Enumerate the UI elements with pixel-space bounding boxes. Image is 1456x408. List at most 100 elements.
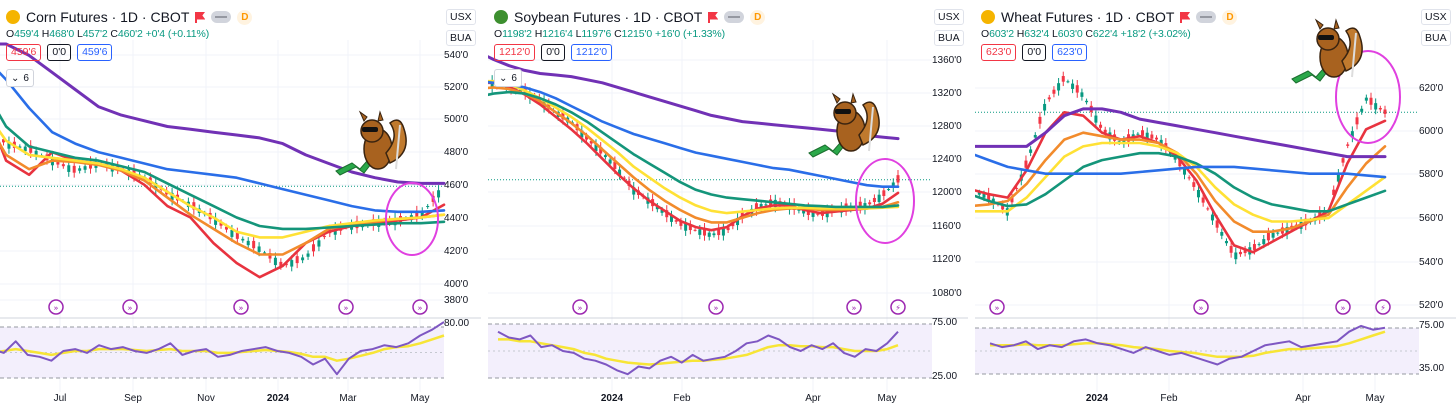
candle-body [1383,109,1387,114]
currency-unit[interactable]: USX [446,9,476,25]
wheat-chart-panel[interactable]: 620'0 600'0 580'0 560'0 540'0 520'0 » » » ⚡ 75.00 3… [975,0,1456,408]
candle-body [717,228,721,236]
candle-body [1364,97,1368,101]
candle-body [982,194,986,198]
candle-body [660,209,664,213]
ema-green-line [0,113,446,231]
spread-value: 0'0 [47,43,72,61]
candle-body [29,145,33,153]
candle-body [887,189,891,191]
candle-body [1257,244,1261,246]
candle-body [1150,134,1154,139]
rsi-axis-label: 80.00 [444,318,469,329]
exchange-unit[interactable]: BUA [1421,30,1451,46]
arrow-glyph-icon: » [578,304,583,313]
x-tick-label: Mar [339,393,357,404]
candle-body [1210,214,1214,221]
wheat-chart-svg[interactable]: 620'0 600'0 580'0 560'0 540'0 520'0 » » » ⚡ 75.00 3… [975,0,1456,408]
y-tick-label: 380'0 [444,295,469,306]
sell-button[interactable]: 623'0 [981,43,1017,61]
indicators-toggle[interactable]: ⌄ 6 [494,69,522,87]
arrow-glyph-icon: » [1341,304,1346,313]
y-tick-label: 600'0 [1419,126,1444,137]
corn-chart-panel[interactable]: 540'0 520'0 500'0 480'0 460'0 440'0 420'0 400'0… [0,0,481,408]
candle-body [1066,81,1070,83]
candle-body [1271,232,1275,238]
chart-title[interactable]: Corn Futures · 1D · CBOT [26,9,190,25]
spread-value: 0'0 [1022,43,1047,61]
ema-orange-line [975,131,1387,233]
x-tick-label: Feb [673,393,691,404]
delayed-badge: D [1222,9,1238,25]
candle-body [1229,246,1233,253]
corn-chart-svg[interactable]: 540'0 520'0 500'0 480'0 460'0 440'0 420'0 400'0… [0,0,481,408]
candle-body [1220,231,1224,236]
toggle-icon[interactable] [211,11,232,23]
currency-unit[interactable]: USX [934,9,964,25]
buy-button[interactable]: 459'6 [77,43,113,61]
candle-body [589,140,593,144]
toggle-icon[interactable] [724,11,745,23]
candle-body [1215,220,1219,228]
y-tick-label: 560'0 [1419,213,1444,224]
y-tick-label: 540'0 [444,50,469,61]
chart-title[interactable]: Wheat Futures · 1D · CBOT [1001,9,1175,25]
wheat-chart-header: Wheat Futures · 1D · CBOT D [981,6,1238,28]
candle-body [420,211,424,217]
candle-body [811,211,815,217]
soybean-chart-panel[interactable]: 1360'0 1320'0 1280'0 1240'0 1200'0 1160'0 1120… [488,0,968,408]
buy-button[interactable]: 1212'0 [570,43,613,61]
candle-body [1332,189,1336,196]
rsi-ma-line [498,338,899,366]
candle-body [655,206,659,210]
candle-body [665,210,669,218]
event-marker-icon [572,299,588,315]
candle-body [1033,134,1037,138]
candle-body [7,141,11,149]
candle-body [23,146,27,152]
event-marker-icon [846,299,862,315]
candle-body [1374,103,1378,110]
y-tick-label: 480'0 [444,147,469,158]
arrow-glyph-icon: » [1199,304,1204,313]
exchange-unit[interactable]: BUA [446,30,476,46]
ohlc-readout: O603'2 H632'4 L603'0 C622'4 +18'2 (+3.02… [981,28,1191,40]
sell-button[interactable]: 1212'0 [494,43,536,61]
toggle-icon[interactable] [1196,11,1217,23]
indicators-toggle[interactable]: ⌄ 6 [6,69,34,87]
candle-body [896,175,900,183]
y-tick-label: 420'0 [444,246,469,257]
chevron-down-icon: ⌄ [499,72,508,84]
candle-body [703,228,707,236]
ema-purple-line [975,107,1387,159]
candle-body [802,209,806,214]
candle-body [219,222,223,226]
buy-button[interactable]: 623'0 [1052,43,1088,61]
flag-icon[interactable] [195,11,205,23]
sell-button[interactable]: 459'6 [6,43,42,61]
candle-body [877,194,881,202]
chart-title[interactable]: Soybean Futures · 1D · CBOT [514,9,703,25]
flag-icon[interactable] [1180,11,1190,23]
currency-unit[interactable]: USX [1421,9,1451,25]
soybean-chart-svg[interactable]: 1360'0 1320'0 1280'0 1240'0 1200'0 1160'0 1120… [488,0,968,408]
candle-body [170,192,174,201]
flag-icon[interactable] [708,11,718,23]
x-tick-label: 2024 [1086,393,1109,404]
candle-body [2,139,6,143]
cane-icon [395,124,401,170]
candle-body [1145,132,1149,140]
x-tick-label: Apr [1295,393,1311,404]
exchange-unit[interactable]: BUA [934,30,964,46]
x-tick-label: Sep [124,393,142,404]
candle-body [1266,232,1270,241]
candle-body [224,226,228,230]
corn-chart-header: Corn Futures · 1D · CBOT D [6,6,253,28]
candle-body [688,224,692,231]
candle-body [1103,129,1107,133]
ema-red-line [975,111,1387,254]
y-tick-label: 1240'0 [932,154,962,165]
event-marker-icon [122,299,138,315]
candle-body [882,190,886,197]
lightning-glyph-icon: ⚡ [895,304,901,313]
